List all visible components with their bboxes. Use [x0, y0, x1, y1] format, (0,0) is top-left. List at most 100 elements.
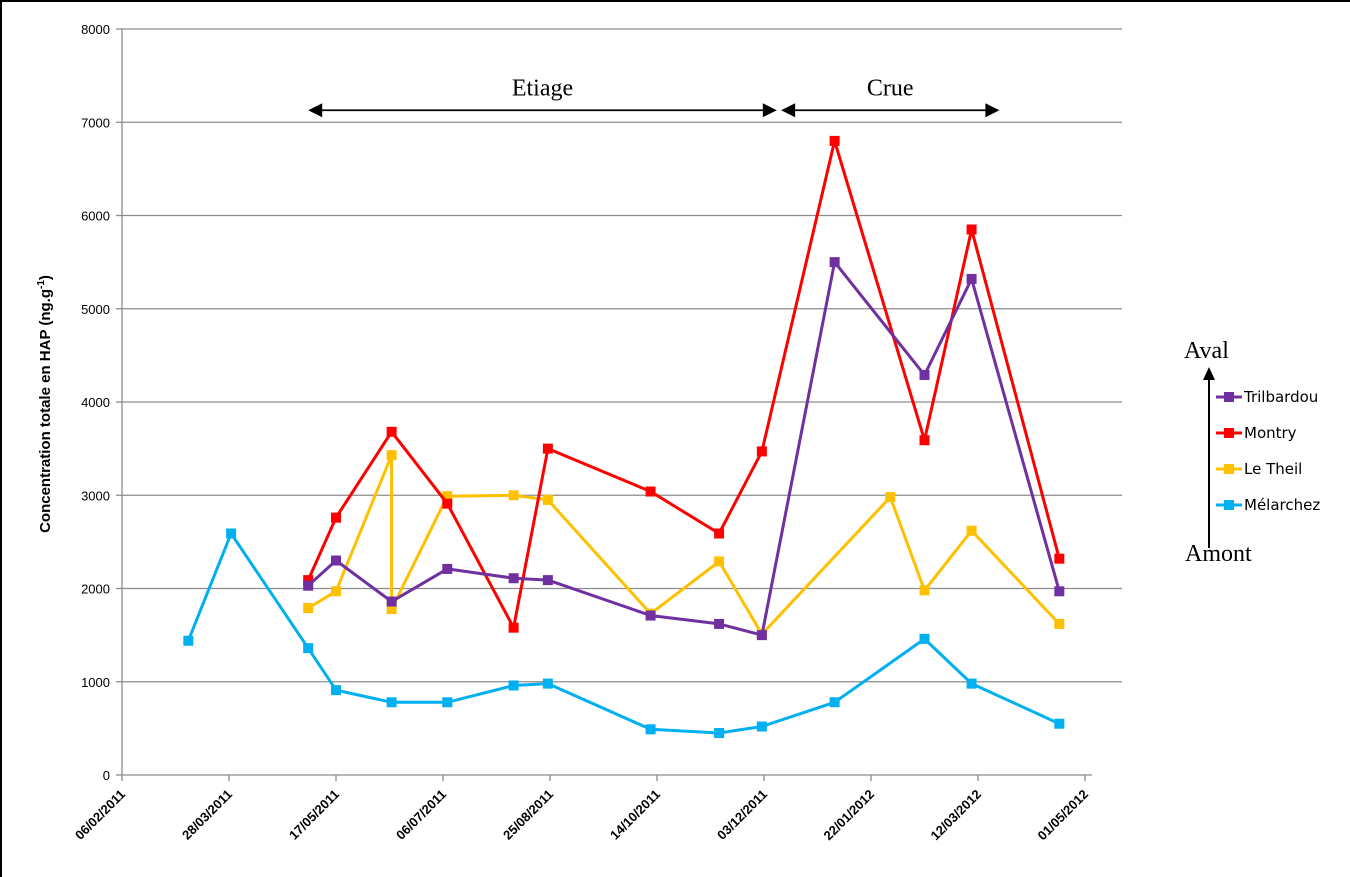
annotation-label: Crue	[867, 75, 914, 101]
data-point-marker	[331, 512, 341, 523]
data-point-marker	[1054, 586, 1065, 597]
x-tick-label: 28/03/2011	[179, 787, 235, 843]
data-point-marker	[442, 563, 453, 574]
data-point-marker	[508, 622, 519, 633]
y-tick-label: 8000	[81, 22, 110, 37]
annotation-arrowhead	[781, 103, 796, 118]
data-point-marker	[442, 498, 453, 509]
legend-label: Mélarchez	[1244, 496, 1320, 514]
y-tick-label: 4000	[81, 395, 110, 410]
data-point-marker	[1054, 553, 1065, 564]
data-point-marker	[829, 135, 840, 146]
y-tick-label: 0	[103, 768, 110, 783]
data-point-marker	[645, 724, 656, 735]
legend-item: Trilbardou	[1216, 388, 1318, 406]
data-point-marker	[508, 573, 519, 584]
series-montry	[303, 135, 1065, 633]
data-point-marker	[303, 643, 314, 654]
y-axis-label: Concentration totale en HAP (ng.g-1)	[36, 275, 54, 533]
x-tick-label: 03/12/2011	[714, 787, 770, 843]
data-point-marker	[508, 680, 519, 691]
annotation-arrowhead	[762, 103, 777, 118]
legend-marker	[1224, 428, 1234, 438]
legend-marker	[1224, 464, 1234, 474]
legend-item: Mélarchez	[1216, 496, 1320, 514]
data-point-marker	[386, 604, 397, 615]
annotation-arrowhead	[308, 103, 323, 118]
y-tick-label: 7000	[81, 115, 110, 130]
data-point-marker	[508, 490, 519, 501]
y-tick-labels: 0 1000 2000 3000 4000 5000 6000 7000 8000	[81, 22, 110, 783]
data-point-marker	[714, 728, 725, 739]
legend: Aval Amont Trilbardou Montry Le Theil Mélar…	[1184, 338, 1320, 567]
data-point-marker	[226, 528, 237, 539]
data-point-marker	[386, 596, 397, 607]
data-point-marker	[714, 556, 725, 567]
y-tick-label: 2000	[81, 582, 110, 597]
y-axis-label-main: Concentration totale en HAP (ng.g	[37, 289, 54, 533]
legend-amont-label: Amont	[1185, 541, 1252, 567]
x-tick-labels: 06/02/2011 28/03/2011 17/05/2011 06/07/2011…	[72, 775, 1091, 843]
data-point-marker	[645, 486, 656, 497]
x-tick-label: 22/01/2012	[820, 787, 877, 844]
data-point-marker	[919, 585, 930, 596]
data-series	[183, 135, 1065, 739]
data-point-marker	[303, 603, 314, 614]
data-point-marker	[542, 678, 553, 689]
series-line	[186, 532, 1060, 735]
data-point-marker	[183, 635, 194, 646]
data-point-marker	[714, 618, 725, 629]
annotation-arrowhead	[985, 103, 1000, 118]
data-point-marker	[919, 633, 930, 644]
series-line	[306, 139, 1061, 630]
x-tick-label: 14/10/2011	[607, 787, 663, 843]
data-point-marker	[966, 678, 977, 689]
data-point-marker	[442, 491, 453, 502]
data-point-marker	[386, 697, 397, 708]
series-m-larchez	[183, 528, 1065, 739]
legend-arrow-head	[1203, 367, 1215, 380]
axes	[121, 29, 1092, 776]
data-point-marker	[966, 525, 977, 536]
legend-item: Le Theil	[1216, 460, 1302, 478]
data-point-marker	[331, 685, 341, 696]
series-le-theil	[303, 450, 1065, 640]
period-annotations: Etiage Crue	[308, 75, 1000, 118]
y-tick-label: 1000	[81, 675, 110, 690]
y-axis-label-superscript: -1	[36, 280, 47, 289]
data-point-marker	[829, 257, 840, 268]
data-point-marker	[966, 273, 977, 284]
legend-label: Le Theil	[1244, 460, 1302, 478]
y-tick-label: 6000	[81, 209, 110, 224]
data-point-marker	[331, 586, 341, 597]
data-point-marker	[1054, 618, 1065, 629]
x-tick-label: 06/02/2011	[72, 787, 128, 843]
data-point-marker	[303, 575, 314, 586]
data-point-marker	[542, 575, 553, 586]
legend-label: Montry	[1244, 424, 1297, 442]
data-point-marker	[331, 555, 341, 566]
data-point-marker	[542, 443, 553, 454]
grid-lines	[116, 28, 1122, 776]
legend-aval-label: Aval	[1184, 338, 1229, 364]
x-tick-label: 12/03/2012	[927, 787, 984, 844]
data-point-marker	[829, 697, 840, 708]
legend-item: Montry	[1216, 424, 1297, 442]
data-point-marker	[756, 446, 767, 457]
legend-items: Trilbardou Montry Le Theil Mélarchez	[1216, 388, 1320, 514]
series-trilbardou	[303, 257, 1065, 641]
data-point-marker	[919, 369, 930, 380]
data-point-marker	[645, 610, 656, 621]
data-point-marker	[714, 528, 725, 539]
data-point-marker	[542, 494, 553, 505]
data-point-marker	[442, 697, 453, 708]
legend-marker	[1224, 500, 1234, 510]
data-point-marker	[386, 450, 397, 461]
x-tick-label: 06/07/2011	[393, 787, 449, 843]
data-point-marker	[919, 435, 930, 446]
y-axis-label-end: )	[37, 275, 54, 280]
data-point-marker	[885, 492, 896, 503]
annotation-label: Etiage	[512, 75, 573, 101]
